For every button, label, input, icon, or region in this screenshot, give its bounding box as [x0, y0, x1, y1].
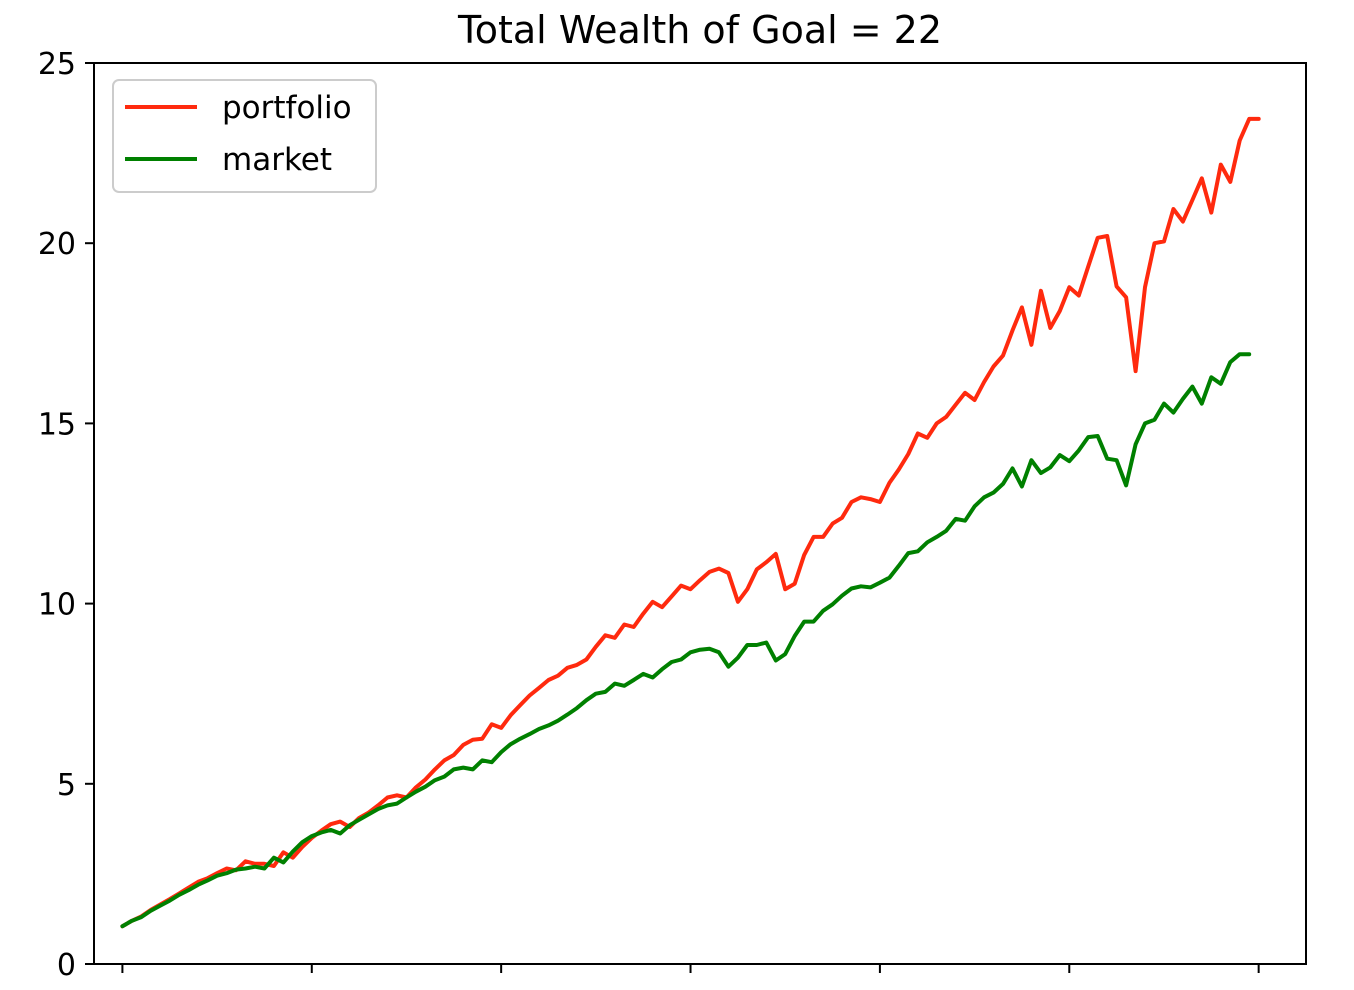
y-axis: 0 5 10 15 20 25	[38, 47, 94, 983]
y-tick-label: 5	[57, 768, 76, 803]
x-axis	[121, 964, 1260, 973]
chart-title: Total Wealth of Goal = 22	[457, 8, 942, 52]
y-tick-label: 10	[38, 588, 76, 623]
legend-label-portfolio: portfolio	[222, 90, 352, 126]
y-tick-label: 20	[38, 227, 76, 262]
y-tick-label: 0	[57, 948, 76, 983]
legend: portfolio market	[112, 79, 377, 193]
series-line-market	[120, 352, 1252, 929]
plot-frame	[93, 62, 1307, 965]
legend-label-market: market	[222, 142, 332, 178]
series-layer	[120, 116, 1261, 929]
y-tick-label: 25	[38, 47, 76, 82]
series-line-portfolio	[120, 116, 1261, 929]
y-tick-label: 15	[38, 407, 76, 442]
